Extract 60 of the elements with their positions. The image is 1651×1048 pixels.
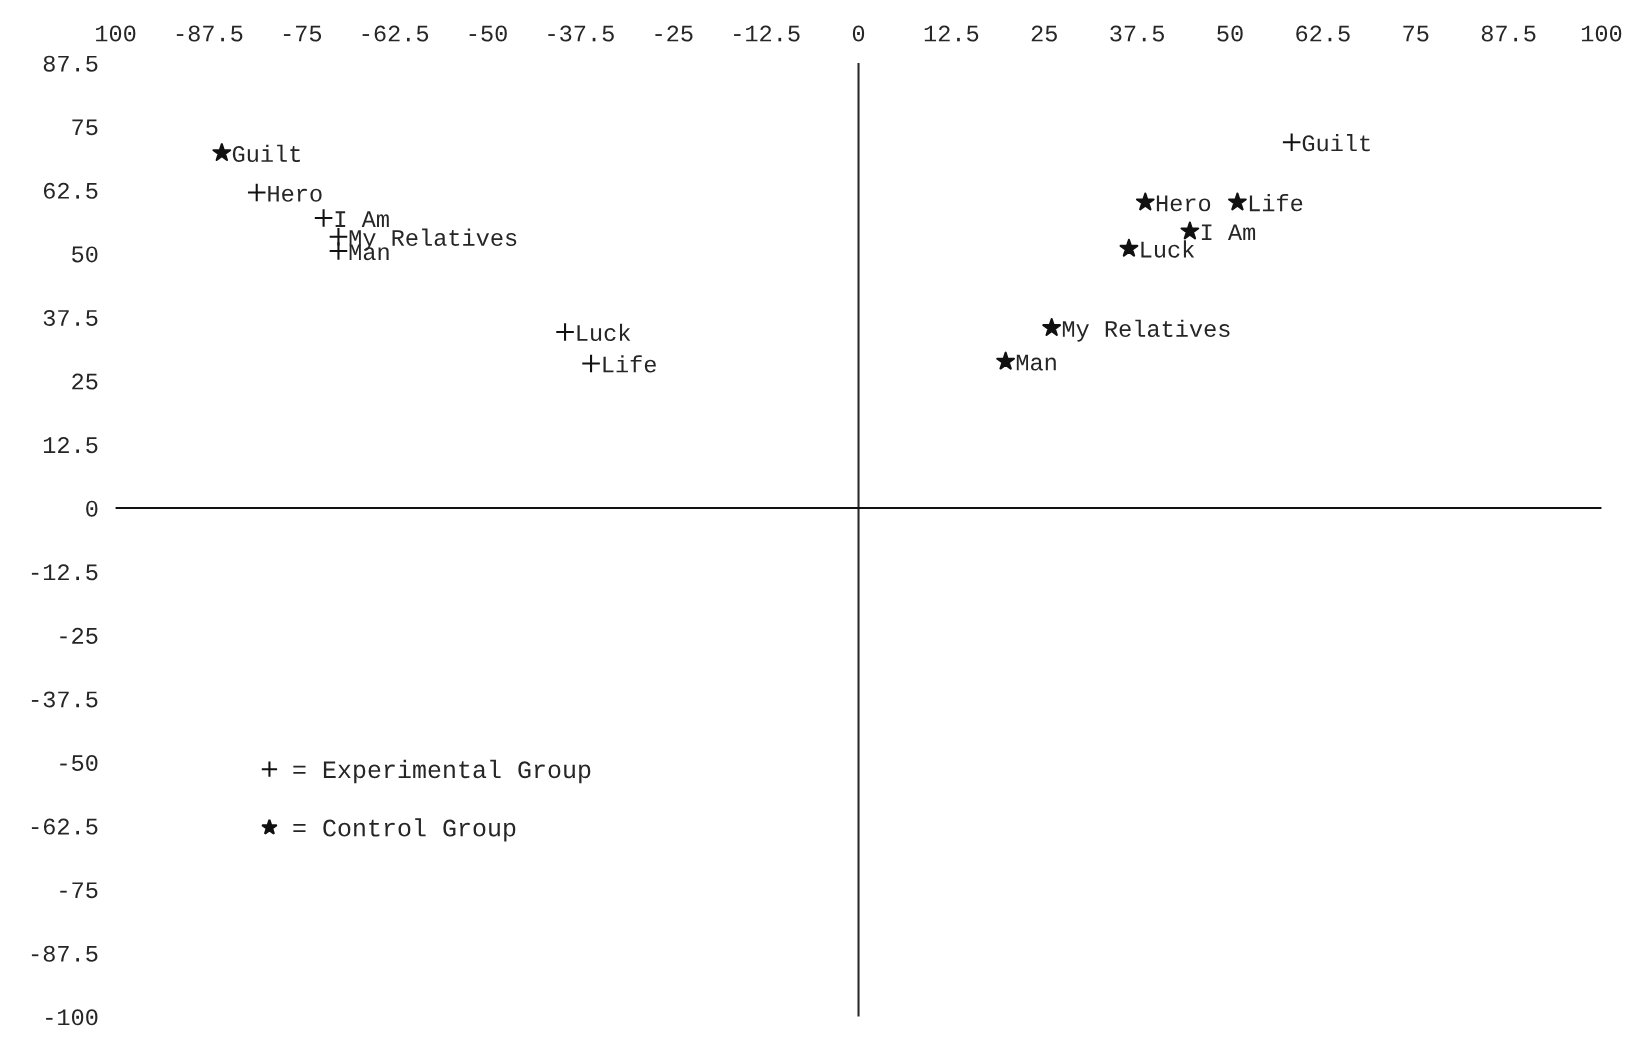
y-tick-label: 50: [72, 246, 98, 263]
annotation: My Relatives: [1062, 319, 1230, 342]
point: [1180, 221, 1200, 240]
point: [1228, 192, 1247, 211]
annotation: Guilt: [1302, 134, 1370, 152]
x-tick-label: -25: [655, 25, 693, 42]
x-tick-label: 25: [1031, 25, 1057, 42]
x-tick-label: 100: [1581, 25, 1622, 42]
y-tick-label: -87.5: [31, 945, 98, 962]
y-tick-label: -75: [60, 882, 98, 899]
x-tick-label: 75: [1403, 25, 1429, 42]
annotation: I Am: [1201, 224, 1256, 241]
point: [328, 241, 349, 261]
legend-label: = Experimental Group: [293, 759, 591, 784]
annotation: Luck: [577, 323, 631, 342]
y-tick-label: -62.5: [31, 818, 98, 835]
y-tick-label: 87.5: [43, 55, 98, 72]
annotation: I Am: [335, 211, 389, 227]
point: [1281, 132, 1302, 153]
point: [313, 208, 334, 228]
point: [212, 143, 232, 162]
point: [555, 322, 575, 342]
annotation: Hero: [1156, 195, 1211, 212]
y-tick-label: 25: [72, 373, 98, 390]
annotation: Luck: [1141, 240, 1195, 258]
point: [246, 182, 267, 203]
y-tick-label: -12.5: [31, 564, 98, 581]
point: [1119, 238, 1139, 257]
x-tick-label: 87.5: [1481, 25, 1536, 42]
annotation: Life: [603, 355, 656, 373]
x-tick-label: 12.5: [924, 25, 979, 42]
point: [996, 351, 1016, 370]
x-tick-label: -12.5: [734, 25, 800, 42]
x-tick-label: -62.5: [362, 25, 429, 42]
annotation: Life: [1249, 194, 1303, 212]
y-tick-label: -25: [60, 627, 98, 644]
x-tick-label: -50: [469, 25, 507, 42]
x-tick-label: -75: [283, 25, 322, 42]
legend-label: = Control Group: [293, 818, 516, 842]
y-tick-label: -100: [46, 1009, 98, 1026]
x-tick-label: 100: [96, 25, 136, 42]
x-tick-label: 0: [852, 25, 865, 42]
x-tick-label: -87.5: [176, 25, 243, 42]
point: [581, 353, 601, 374]
x-tick-label: 37.5: [1110, 25, 1164, 42]
y-tick-label: 37.5: [43, 309, 98, 326]
y-tick-label: -50: [60, 755, 98, 772]
point: [1042, 318, 1062, 337]
annotation: Man: [1016, 354, 1056, 371]
annotation: Guilt: [232, 144, 300, 163]
point: [1135, 192, 1155, 211]
annotation: Hero: [268, 185, 322, 202]
x-tick-label: 50: [1217, 25, 1243, 42]
y-tick-label: 0: [86, 500, 98, 517]
y-tick-label: 12.5: [43, 437, 98, 454]
x-tick-label: 62.5: [1296, 25, 1350, 42]
y-tick-label: 62.5: [43, 182, 98, 199]
y-tick-label: 75: [72, 119, 98, 136]
x-tick-label: -37.5: [548, 25, 614, 42]
y-tick-label: -37.5: [31, 691, 98, 708]
